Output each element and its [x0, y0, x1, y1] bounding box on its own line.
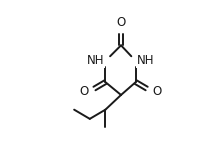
Text: O: O	[116, 16, 126, 29]
Text: O: O	[80, 85, 89, 98]
Text: NH: NH	[87, 54, 104, 67]
Text: NH: NH	[137, 54, 154, 67]
Text: O: O	[152, 85, 161, 98]
